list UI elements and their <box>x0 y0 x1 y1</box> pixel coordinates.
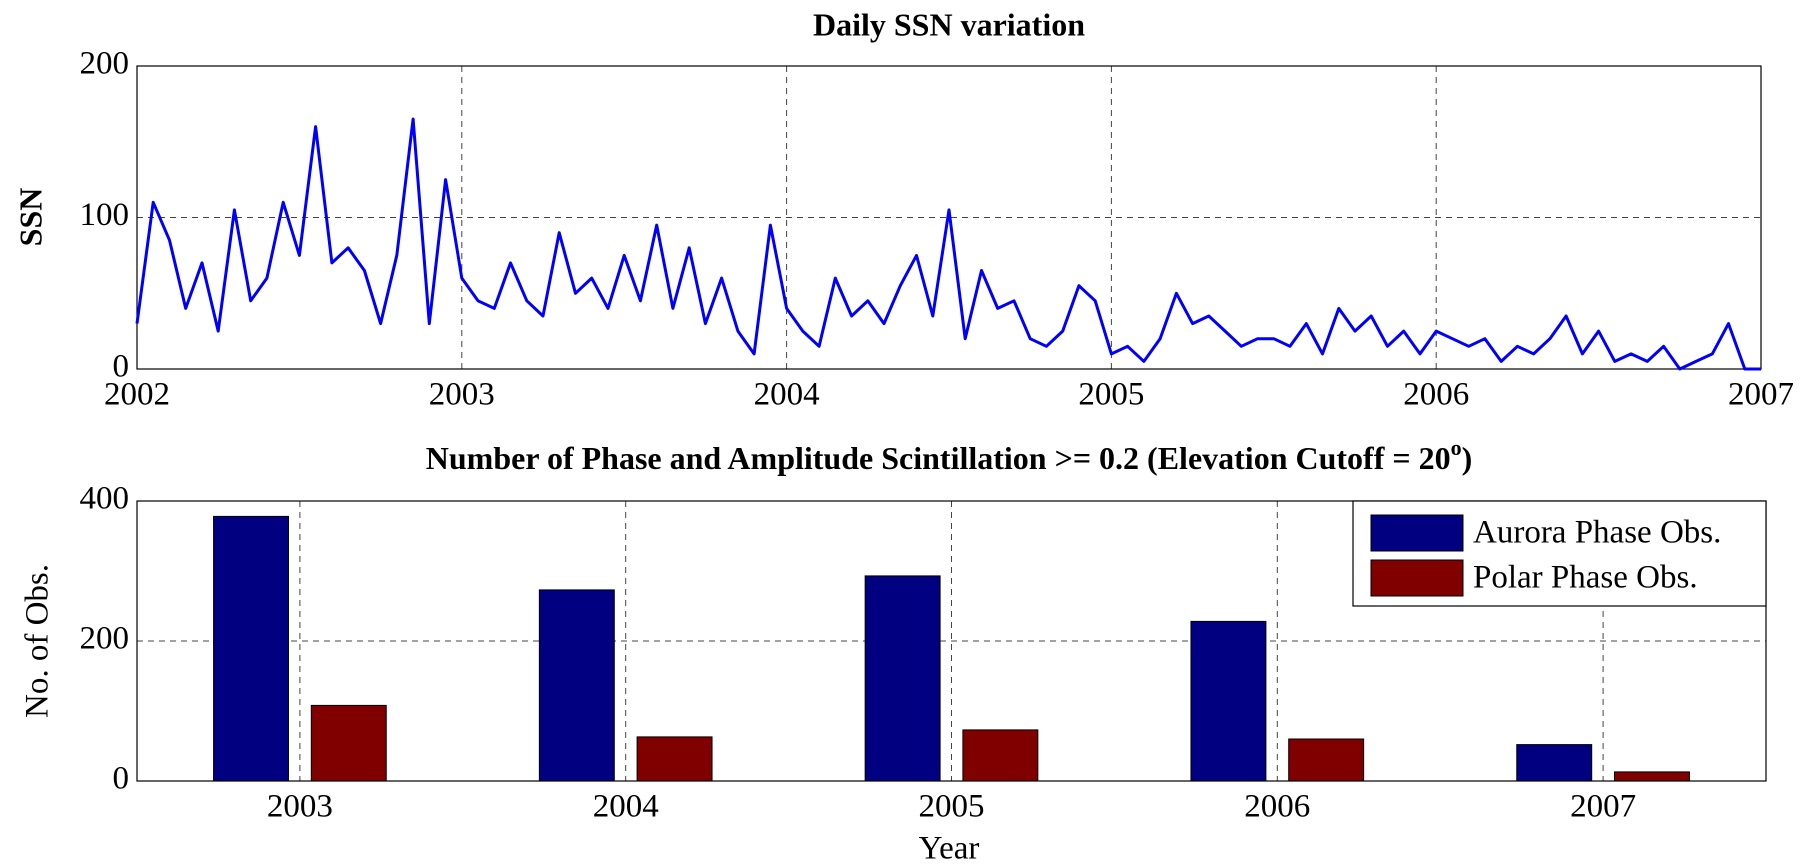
bar <box>962 729 1039 782</box>
y-tick-label: 0 <box>113 349 130 385</box>
x-tick-label: 2002 <box>104 377 170 413</box>
legend-label: Polar Phase Obs. <box>1473 560 1698 596</box>
bar <box>538 589 615 782</box>
bar <box>1516 744 1593 782</box>
chart-title: Daily SSN variation <box>813 6 1085 42</box>
title-main: Number of Phase and Amplitude Scintillat… <box>426 440 1451 476</box>
bar <box>213 515 289 782</box>
bar <box>310 704 387 782</box>
y-axis-label: SSN <box>12 188 48 247</box>
x-tick-label: 2004 <box>593 789 659 825</box>
bar <box>1614 771 1690 782</box>
plot-frame <box>136 500 1767 782</box>
y-axis-label: No. of Obs. <box>20 564 56 718</box>
title-superscript: o <box>1451 435 1462 460</box>
y-tick-label: 200 <box>80 621 130 657</box>
x-axis-label: Year <box>919 831 980 867</box>
y-tick-label: 400 <box>80 481 130 517</box>
x-tick-label: 2004 <box>754 377 820 413</box>
bar <box>1288 738 1365 782</box>
x-tick-label: 2003 <box>429 377 495 413</box>
x-tick-label: 2007 <box>1570 789 1636 825</box>
line-series <box>135 117 1761 371</box>
legend-swatch <box>1370 514 1464 552</box>
y-tick-label: 0 <box>113 761 130 797</box>
x-tick-label: 2006 <box>1244 789 1310 825</box>
chart-title: Number of Phase and Amplitude Scintillat… <box>426 435 1473 476</box>
y-tick-label: 200 <box>80 46 130 82</box>
x-tick-label: 2005 <box>919 789 985 825</box>
x-tick-label: 2005 <box>1078 377 1144 413</box>
legend-label: Aurora Phase Obs. <box>1473 515 1721 551</box>
bar <box>1190 620 1267 782</box>
plot-frame <box>136 65 1762 370</box>
bar <box>636 736 713 782</box>
x-tick-label: 2003 <box>267 789 333 825</box>
y-tick-label: 100 <box>80 197 130 233</box>
legend-swatch <box>1370 559 1464 597</box>
title-end: ) <box>1462 440 1473 476</box>
x-tick-label: 2006 <box>1403 377 1469 413</box>
bar <box>864 575 941 782</box>
x-tick-label: 2007 <box>1728 377 1794 413</box>
